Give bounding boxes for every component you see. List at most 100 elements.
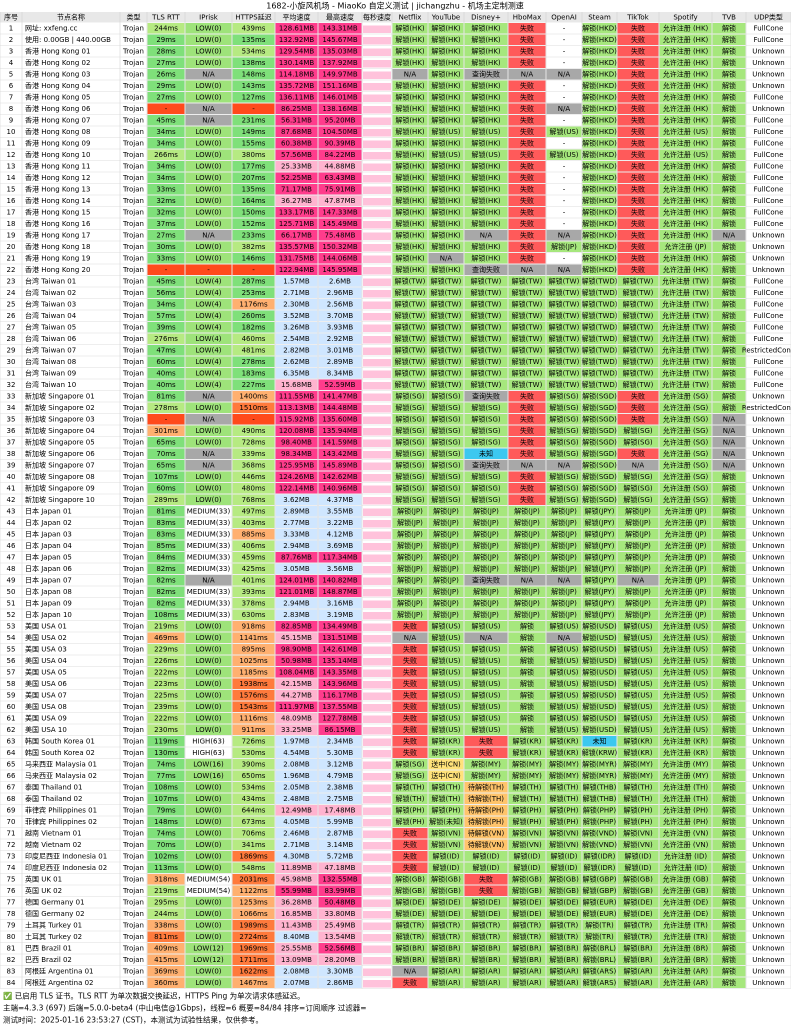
cell-bg: [318, 782, 362, 793]
table-cell: 解锁(HKD): [582, 219, 617, 228]
cell-bg: [712, 195, 746, 206]
cell-bg: [318, 264, 362, 275]
table-cell: 解锁(BR): [431, 943, 460, 952]
cell-bg: [659, 253, 712, 264]
table-cell: 318ms: [154, 875, 178, 883]
speed-sparkline: [363, 359, 391, 367]
table-cell: 解锁(VN): [431, 840, 461, 849]
cell-bg: [185, 471, 232, 482]
cell-bg: [318, 57, 362, 68]
cell-bg: [318, 115, 362, 126]
table-cell: 解锁(MY): [512, 759, 542, 768]
table-cell: Unknown: [752, 691, 785, 699]
table-cell: 解锁(TW): [471, 322, 502, 331]
table-cell: 75.91MB: [325, 185, 356, 193]
cell-bg: [147, 471, 185, 482]
table-cell: 138ms: [242, 59, 266, 67]
table-cell: 534ms: [242, 47, 266, 55]
cell-bg: [232, 368, 275, 379]
cell-bg: [392, 264, 428, 275]
cell-bg: [185, 690, 232, 701]
table-cell: FullCone: [754, 220, 784, 228]
table-cell: 解锁: [722, 288, 736, 297]
table-cell: Unknown: [752, 427, 785, 435]
cell-bg: [546, 586, 582, 597]
column-header: HTTPS延迟: [235, 12, 271, 21]
cell-bg: [659, 333, 712, 344]
table-cell: 允许注册 (SG): [663, 437, 709, 446]
table-cell: LOW(16): [193, 772, 224, 780]
table-cell: 解锁(TW): [512, 334, 543, 343]
table-cell: 解锁(HK): [395, 265, 425, 274]
table-cell: 530ms: [242, 749, 266, 757]
table-cell: Unknown: [752, 59, 785, 67]
table-cell: 解锁(GB): [512, 874, 542, 883]
cell-bg: [546, 425, 582, 436]
table-cell: Unknown: [752, 622, 785, 630]
table-cell: 144.48MB: [322, 404, 358, 412]
table-cell: 德国 Germany 02: [25, 909, 85, 918]
cell-bg: [464, 230, 508, 241]
table-cell: 3.69MB: [327, 542, 354, 550]
cell-bg: [508, 241, 546, 252]
cell-bg: [428, 103, 464, 114]
table-cell: 解锁: [520, 621, 534, 630]
cell-bg: [318, 540, 362, 551]
table-cell: 日本 Japan 02: [25, 518, 72, 527]
table-cell: 14: [7, 174, 16, 182]
cell-bg: [546, 299, 582, 310]
cell-bg: [582, 46, 617, 57]
table-cell: 解锁(HK): [471, 115, 501, 124]
speed-sparkline: [363, 888, 391, 896]
table-cell: 解锁(US): [623, 621, 652, 630]
table-cell: 131.51MB: [322, 634, 358, 642]
table-cell: Unknown: [752, 703, 785, 711]
table-cell: N/A: [723, 415, 736, 423]
cell-bg: [232, 448, 275, 459]
table-cell: 6: [9, 82, 14, 90]
table-cell: -: [252, 105, 255, 113]
cell-bg: [147, 667, 185, 678]
cell-bg: [147, 253, 185, 264]
table-cell: 解锁(BR): [549, 955, 578, 964]
cell-bg: [275, 805, 318, 816]
cell-bg: [712, 782, 746, 793]
table-cell: 48.09MB: [281, 714, 312, 722]
table-cell: 允许注册 (HK): [663, 35, 709, 44]
cell-bg: [712, 264, 746, 275]
table-cell: 新加坡 Singapore 02: [25, 403, 95, 412]
table-cell: 183ms: [242, 369, 266, 377]
table-cell: 解锁(THB): [583, 794, 617, 803]
table-cell: FullCone: [754, 208, 784, 216]
cell-bg: [712, 46, 746, 57]
cell-bg: [617, 874, 659, 885]
cell-bg: [508, 207, 546, 218]
cell-bg: [392, 414, 428, 425]
cell-bg: [508, 264, 546, 275]
cell-bg: [392, 322, 428, 333]
table-cell: 解锁(JP): [551, 564, 577, 573]
table-cell: 3.14MB: [327, 841, 354, 849]
cell-bg: [392, 425, 428, 436]
table-cell: 解锁(TW): [623, 380, 654, 389]
cell-bg: [428, 368, 464, 379]
cell-bg: [464, 931, 508, 942]
cell-bg: [275, 391, 318, 402]
table-cell: 80: [7, 933, 16, 941]
cell-bg: [617, 23, 659, 34]
table-cell: Trojan: [122, 760, 144, 768]
cell-bg: [185, 138, 232, 149]
table-cell: 允许注册 (US): [663, 713, 709, 722]
cell-bg: [546, 770, 582, 781]
table-cell: 2.89MB: [327, 358, 354, 366]
table-cell: 解锁(ID): [514, 863, 541, 872]
speed-sparkline: [363, 129, 391, 137]
speed-sparkline: [363, 416, 391, 424]
table-cell: 29ms: [156, 82, 176, 90]
cell-bg: [712, 471, 746, 482]
table-cell: 37: [7, 438, 16, 446]
cell-bg: [232, 862, 275, 873]
cell-bg: [617, 69, 659, 80]
cell-bg: [318, 667, 362, 678]
table-cell: 64: [7, 749, 16, 757]
